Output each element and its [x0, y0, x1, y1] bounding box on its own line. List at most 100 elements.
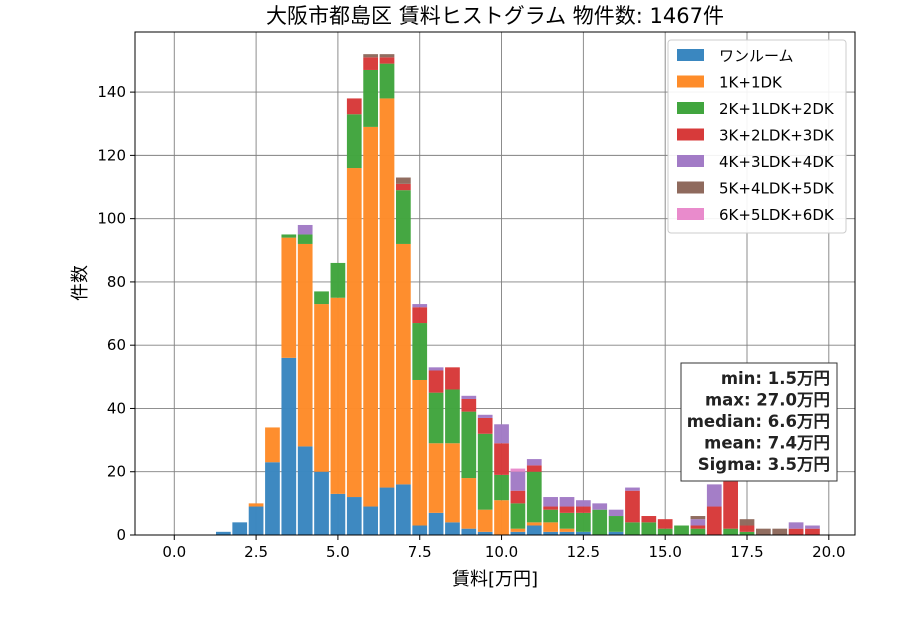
y-tick-label: 0 — [116, 526, 126, 544]
histogram-bar — [428, 392, 444, 444]
histogram-bar — [510, 528, 526, 532]
x-tick-label: 15.0 — [648, 543, 681, 561]
legend-label: ワンルーム — [719, 47, 794, 65]
histogram-bar — [625, 487, 640, 491]
histogram-bar — [641, 522, 657, 535]
histogram-bar — [379, 487, 395, 535]
histogram-bar — [363, 69, 378, 127]
histogram-bar — [576, 512, 591, 532]
histogram-bar — [297, 234, 313, 244]
legend-swatch — [677, 155, 704, 167]
histogram-bar — [756, 528, 771, 535]
histogram-bar — [592, 509, 608, 535]
x-axis-label: 賃料[万円] — [452, 569, 538, 590]
legend-swatch — [677, 208, 704, 220]
legend: ワンルーム 1K+1DK 2K+1LDK+2DK 3K+2LDK+3DK 4K+3LDK… — [667, 39, 847, 234]
histogram-bar — [428, 367, 444, 371]
histogram-bar — [526, 459, 542, 466]
y-tick-label: 140 — [97, 83, 126, 101]
histogram-bar — [297, 243, 313, 447]
legend-swatch — [677, 102, 704, 114]
legend-swatch — [677, 181, 704, 194]
histogram-bar — [526, 471, 542, 523]
histogram-bar — [445, 367, 460, 390]
histogram-bar — [805, 528, 820, 535]
histogram-bar — [248, 503, 264, 507]
histogram-bar — [330, 493, 346, 535]
histogram-bar — [281, 357, 297, 535]
plot-frame — [134, 31, 856, 536]
x-tick-label: 2.5 — [244, 543, 268, 561]
histogram-bar — [461, 398, 477, 412]
histogram-bar — [739, 519, 755, 526]
histogram-bar — [281, 234, 297, 238]
histogram-bar — [576, 500, 591, 507]
histogram-bar — [706, 506, 722, 535]
histogram-bar — [510, 471, 526, 491]
histogram-bar — [739, 531, 755, 535]
histogram-bar — [445, 389, 460, 444]
histogram-bar — [265, 462, 280, 535]
histogram-bar — [232, 522, 248, 535]
legend-swatch — [677, 75, 704, 88]
histogram-bar — [297, 224, 313, 235]
histogram-bar — [216, 531, 231, 535]
histogram-bar — [445, 443, 460, 523]
histogram-bar — [314, 291, 329, 305]
histogram-bar — [576, 531, 591, 535]
histogram-bar — [592, 503, 608, 510]
x-tick-label: 12.5 — [567, 543, 600, 561]
histogram-bar — [674, 525, 689, 535]
legend-label: 2K+1LDK+2DK — [719, 100, 835, 118]
histogram-bar — [494, 443, 509, 475]
histogram-bar — [363, 506, 378, 535]
x-tick-label: 20.0 — [812, 543, 845, 561]
y-axis-label: 件数 — [70, 265, 91, 301]
histogram-bar — [723, 471, 738, 529]
histogram-bar — [510, 503, 526, 529]
histogram-bar — [461, 528, 477, 535]
histogram-bar — [477, 433, 493, 510]
histogram-bar — [346, 497, 362, 535]
histogram-bar — [346, 114, 362, 169]
x-tick-label: 7.5 — [408, 543, 432, 561]
histogram-bar — [363, 126, 378, 507]
histogram-bar — [379, 57, 395, 64]
stats-box: min: 1.5万円 max: 27.0万円 median: 6.6万円 mean: … — [680, 362, 838, 482]
histogram-bar — [396, 484, 411, 535]
histogram-bar — [314, 471, 329, 535]
legend-swatch — [677, 128, 704, 141]
histogram-bar — [543, 497, 558, 507]
bars — [216, 54, 820, 535]
histogram-bar — [346, 98, 362, 115]
histogram-bar — [461, 478, 477, 529]
x-tick-label: 17.5 — [730, 543, 763, 561]
histogram-bar — [690, 525, 706, 529]
histogram-bar — [625, 522, 640, 535]
histogram-bar — [543, 506, 558, 510]
histogram-bar — [477, 509, 493, 532]
stats-line: min: 1.5万円 — [721, 369, 830, 388]
histogram-bar — [510, 531, 526, 535]
histogram-bar — [297, 446, 313, 535]
histogram-bar — [248, 506, 264, 535]
y-tick-label: 80 — [107, 273, 126, 291]
histogram-bar — [396, 243, 411, 485]
histogram-bar — [690, 519, 706, 526]
histogram-bar — [330, 297, 346, 494]
histogram-bar — [690, 528, 706, 535]
histogram-bar — [690, 516, 706, 520]
histogram-bar — [330, 262, 346, 298]
histogram-bar — [706, 484, 722, 507]
x-axis-ticks: 0.0 2.5 5.0 7.5 10.0 12.5 15.0 17.5 20.0 — [162, 535, 846, 561]
histogram-bar — [526, 465, 542, 472]
histogram-bar — [559, 512, 575, 529]
histogram-bar — [608, 516, 624, 532]
histogram-bar — [641, 516, 657, 523]
histogram-bar — [788, 522, 804, 529]
stats-line: Sigma: 3.5万円 — [698, 455, 830, 474]
histogram-bar — [363, 54, 378, 58]
histogram-bar — [379, 63, 395, 99]
histogram-bar — [314, 304, 329, 472]
histogram-bar — [805, 525, 820, 529]
